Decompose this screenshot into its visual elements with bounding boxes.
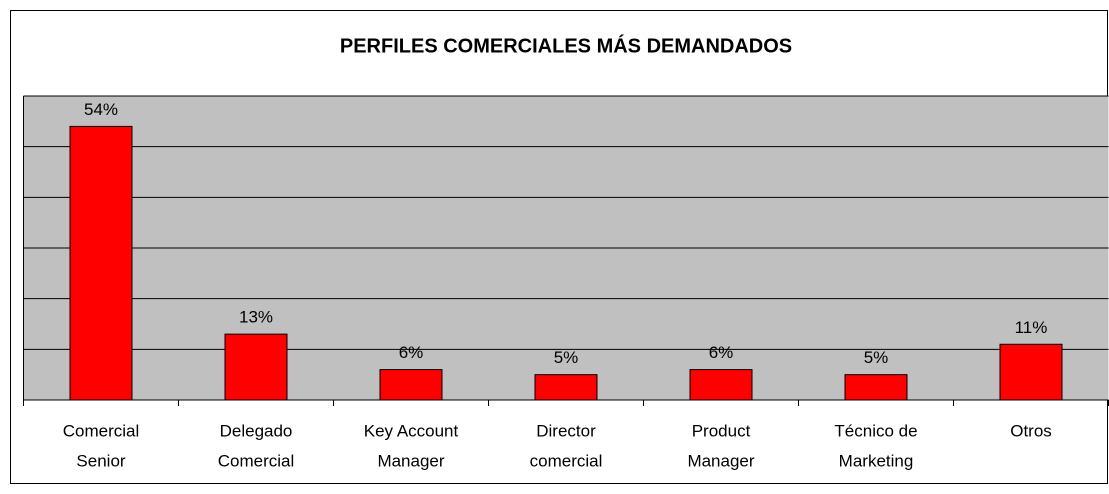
x-tick-label: Técnico de [834, 421, 917, 440]
data-label: 13% [239, 308, 273, 327]
x-tick-label: Key Account [364, 421, 459, 440]
x-tick-label: Comercial [63, 421, 140, 440]
bar [689, 369, 753, 401]
bar [534, 374, 598, 401]
data-label: 6% [709, 343, 734, 362]
data-label: 11% [1015, 318, 1048, 337]
x-tick-label: Senior [76, 451, 125, 470]
x-tick-label: comercial [530, 451, 603, 470]
x-tick-label: Marketing [839, 451, 914, 470]
x-tick-label: Manager [377, 451, 444, 470]
x-tick-label: Otros [1010, 421, 1052, 440]
x-tick-label: Product [692, 421, 751, 440]
x-tick-label: Director [536, 421, 596, 440]
bar [999, 343, 1063, 401]
bar [224, 333, 288, 401]
bar [844, 374, 908, 401]
chart-title: PERFILES COMERCIALES MÁS DEMANDADOS [340, 34, 792, 57]
data-label: 54% [84, 100, 118, 119]
bar [69, 125, 133, 401]
x-tick-label: Delegado [220, 421, 293, 440]
data-label: 6% [399, 343, 424, 362]
x-tick-label: Manager [687, 451, 754, 470]
data-label: 5% [554, 348, 579, 367]
x-tick-label: Comercial [218, 451, 295, 470]
data-label: 5% [864, 348, 889, 367]
bar [379, 369, 443, 401]
